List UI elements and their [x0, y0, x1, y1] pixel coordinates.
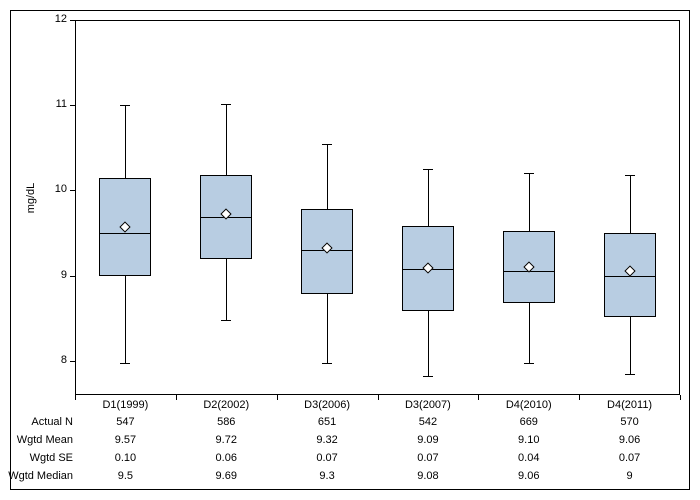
x-category-label: D2(2002) [203, 399, 249, 411]
stat-row-label: Wgtd SE [0, 452, 73, 464]
xtick [478, 395, 479, 400]
xtick [176, 395, 177, 400]
stat-cell: 9.06 [619, 434, 640, 446]
ytick [70, 190, 75, 191]
whisker-lower [529, 303, 530, 363]
stat-cell: 9 [627, 470, 633, 482]
whisker-cap-upper [625, 175, 635, 176]
stat-cell: 0.07 [619, 452, 640, 464]
stat-cell: 9.72 [216, 434, 237, 446]
y-axis-label: mg/dL [25, 168, 37, 228]
whisker-lower [327, 294, 328, 362]
whisker-upper [327, 144, 328, 210]
whisker-cap-lower [120, 363, 130, 364]
xtick [579, 395, 580, 400]
ytick [70, 20, 75, 21]
whisker-cap-lower [221, 320, 231, 321]
xtick [378, 395, 379, 400]
ytick [70, 105, 75, 106]
whisker-upper [125, 105, 126, 177]
whisker-cap-upper [423, 169, 433, 170]
stat-cell: 586 [217, 416, 235, 428]
whisker-cap-upper [120, 105, 130, 106]
stat-cell: 9.57 [115, 434, 136, 446]
ytick-label: 8 [37, 354, 67, 366]
stat-cell: 9.09 [417, 434, 438, 446]
stat-cell: 9.10 [518, 434, 539, 446]
whisker-upper [226, 104, 227, 176]
whisker-cap-lower [322, 363, 332, 364]
ytick-label: 10 [37, 183, 67, 195]
whisker-lower [630, 317, 631, 374]
stat-cell: 9.69 [216, 470, 237, 482]
ytick-label: 11 [37, 98, 67, 110]
x-category-label: D1(1999) [102, 399, 148, 411]
whisker-lower [428, 311, 429, 376]
whisker-cap-upper [322, 144, 332, 145]
whisker-upper [529, 173, 530, 231]
whisker-cap-lower [423, 376, 433, 377]
stat-cell: 0.06 [216, 452, 237, 464]
whisker-cap-lower [625, 374, 635, 375]
whisker-upper [428, 169, 429, 226]
whisker-lower [226, 259, 227, 320]
whisker-lower [125, 276, 126, 363]
stat-cell: 0.07 [316, 452, 337, 464]
median-line [99, 233, 151, 234]
ytick [70, 276, 75, 277]
whisker-upper [630, 175, 631, 233]
stat-cell: 669 [520, 416, 538, 428]
stat-cell: 0.04 [518, 452, 539, 464]
ytick-label: 9 [37, 269, 67, 281]
whisker-cap-upper [524, 173, 534, 174]
x-category-label: D4(2010) [506, 399, 552, 411]
stat-cell: 570 [620, 416, 638, 428]
ytick-label: 12 [37, 13, 67, 25]
xtick [277, 395, 278, 400]
stat-cell: 9.06 [518, 470, 539, 482]
stat-cell: 9.3 [319, 470, 334, 482]
stat-cell: 9.08 [417, 470, 438, 482]
stat-cell: 9.5 [118, 470, 133, 482]
x-category-label: D3(2006) [304, 399, 350, 411]
stat-cell: 9.32 [316, 434, 337, 446]
x-category-label: D3(2007) [405, 399, 451, 411]
stat-row-label: Wgtd Median [0, 470, 73, 482]
whisker-cap-lower [524, 363, 534, 364]
stat-row-label: Wgtd Mean [0, 434, 73, 446]
stat-cell: 547 [116, 416, 134, 428]
x-category-label: D4(2011) [607, 399, 652, 411]
stat-cell: 0.10 [115, 452, 136, 464]
whisker-cap-upper [221, 104, 231, 105]
stat-cell: 651 [318, 416, 336, 428]
xtick [680, 395, 681, 400]
plot-area [75, 20, 680, 395]
stat-cell: 0.07 [417, 452, 438, 464]
xtick [75, 395, 76, 400]
stat-cell: 542 [419, 416, 437, 428]
stat-row-label: Actual N [0, 416, 73, 428]
ytick [70, 361, 75, 362]
